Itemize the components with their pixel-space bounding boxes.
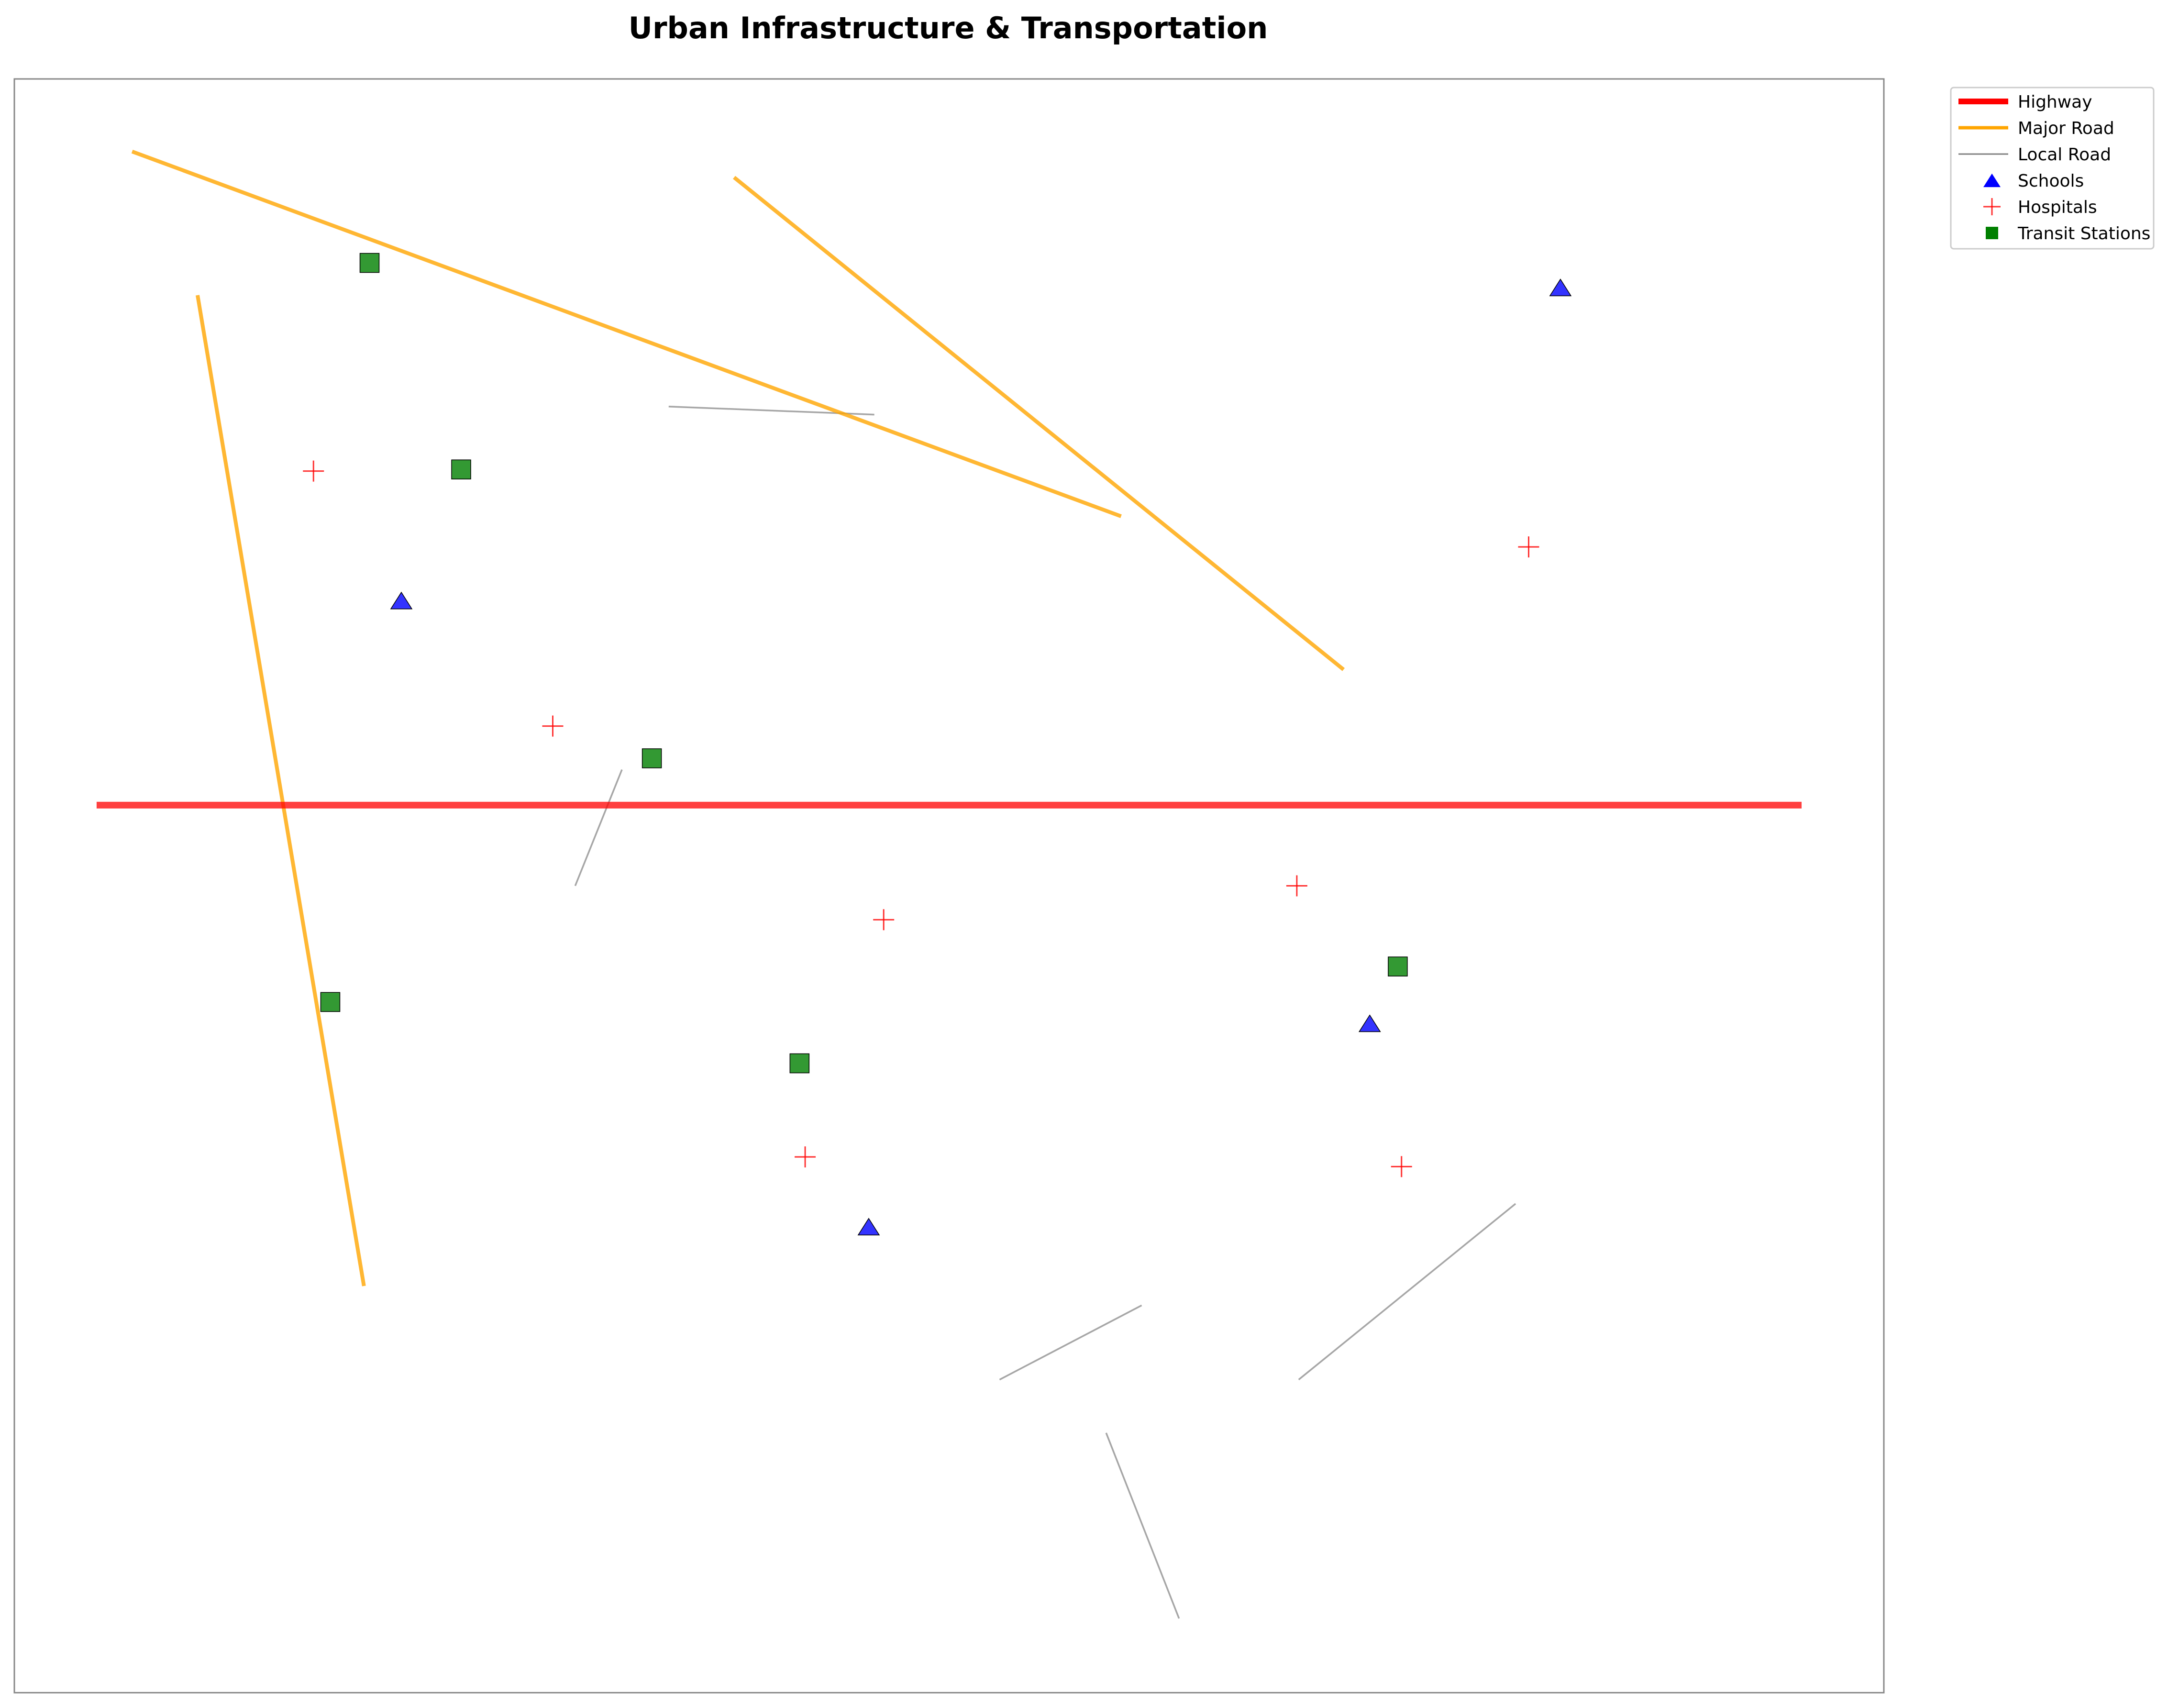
legend-label-highway: Highway [2018, 92, 2092, 112]
hospital-5 [873, 909, 895, 931]
map-title: Urban Infrastructure & Transportation [629, 11, 1268, 45]
hospital-4 [1286, 875, 1307, 897]
legend-label-major_road: Major Road [2018, 119, 2114, 138]
transit-station-1 [359, 253, 380, 273]
hospital-3 [542, 715, 564, 737]
transit-station-2 [451, 459, 471, 480]
legend-item-local_road: Local Road [1958, 145, 2111, 165]
legend-item-transit: Transit Stations [1986, 224, 2150, 244]
major-road-1 [131, 150, 1122, 518]
major-road-2 [733, 176, 1345, 671]
hospital-6 [795, 1146, 816, 1168]
local-road-4 [1298, 1203, 1516, 1380]
legend-item-highway: Highway [1958, 92, 2092, 112]
transit-station-4 [1388, 956, 1408, 976]
legend-label-hospital: Hospitals [2018, 198, 2097, 217]
transit-station-6 [789, 1053, 810, 1074]
map-frame [13, 78, 1885, 1694]
legend-symbol [1983, 173, 2001, 188]
school-2 [390, 591, 413, 610]
legend-symbol [1986, 227, 1998, 239]
school-3 [1358, 1014, 1381, 1032]
transit-station-3 [642, 748, 662, 768]
hospital-2 [1518, 536, 1539, 558]
school-1 [1549, 278, 1572, 297]
local-road-3 [999, 1304, 1142, 1381]
legend-label-school: Schools [2018, 171, 2084, 191]
hospital-7 [1391, 1156, 1412, 1177]
legend-symbol [1983, 198, 2001, 215]
legend-label-local_road: Local Road [2018, 145, 2111, 165]
transit-station-5 [320, 992, 341, 1012]
legend-item-school: Schools [1983, 171, 2084, 191]
major-roads-layer [131, 150, 1345, 1287]
markers-layer [303, 253, 1572, 1236]
major-road-3 [196, 295, 366, 1287]
local-road-2 [574, 769, 623, 887]
local-road-5 [1105, 1432, 1180, 1619]
school-4 [857, 1218, 880, 1236]
legend-label-transit: Transit Stations [2017, 224, 2150, 244]
legend-item-hospital: Hospitals [1983, 198, 2097, 217]
legend-item-major_road: Major Road [1958, 119, 2114, 138]
legend: Highway Major Road Local Road Schools Hospit… [1950, 87, 2155, 250]
hospital-1 [303, 460, 324, 482]
